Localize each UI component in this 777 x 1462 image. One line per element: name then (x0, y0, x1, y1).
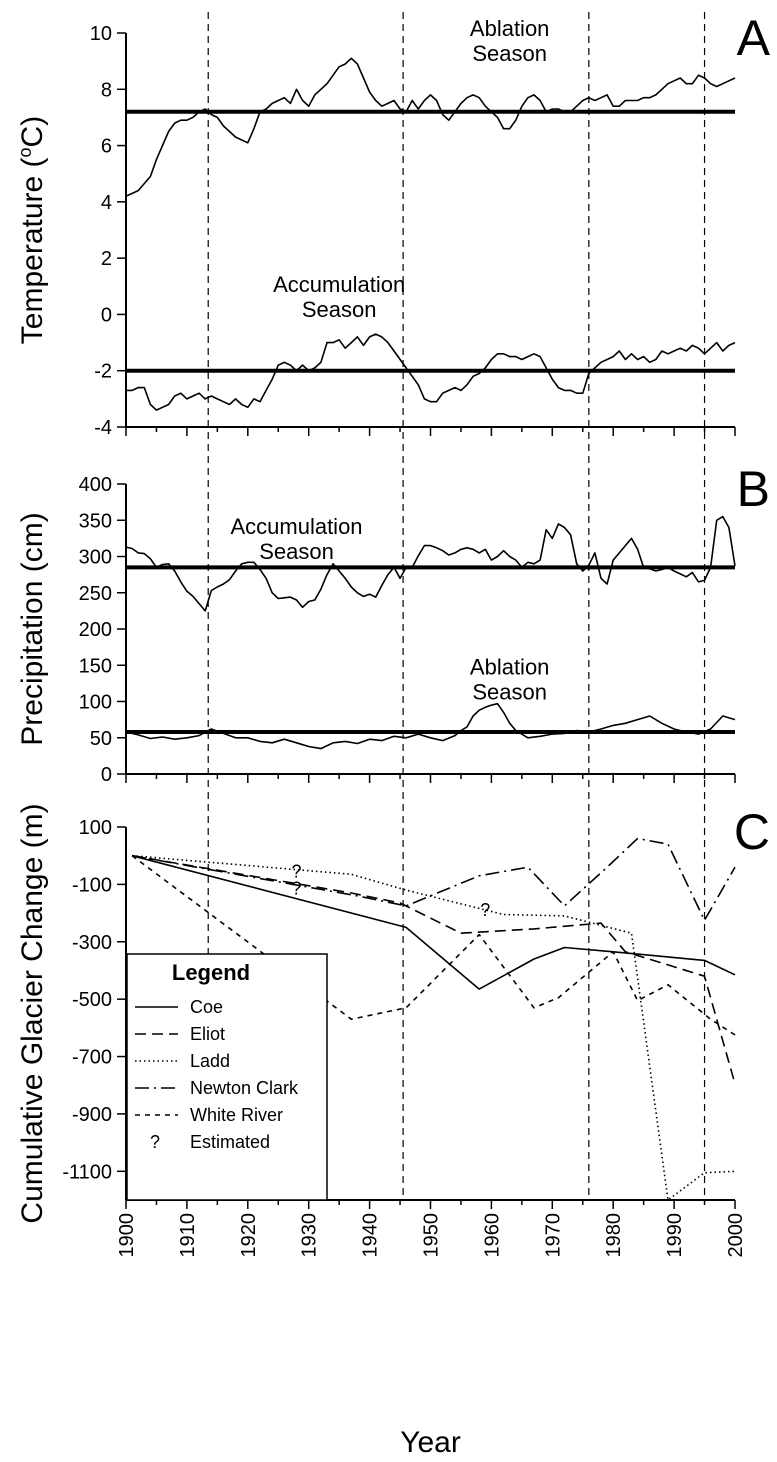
x-tick-label: 1900 (116, 1213, 138, 1258)
estimated-marker: ? (292, 861, 302, 881)
x-tick-label: 1960 (481, 1213, 503, 1258)
series-line-coe (131, 854, 736, 990)
legend-entry: White River (190, 1105, 283, 1125)
legend-swatch-estimated: ? (150, 1132, 160, 1152)
season-annotation-line: Accumulation (230, 514, 362, 539)
y-axis-title: Temperature (oC) (15, 116, 49, 344)
y-axis-title: Precipitation (cm) (16, 512, 49, 745)
y-tick-label: -4 (94, 417, 112, 439)
estimated-marker: ? (480, 900, 490, 920)
x-tick-label: 1990 (664, 1213, 686, 1258)
y-axis-title-sup: o (15, 147, 35, 157)
y-tick-label: -2 (94, 361, 112, 383)
y-tick-label: 300 (79, 547, 112, 569)
y-tick-label: 250 (79, 583, 112, 605)
panel-letter: C (734, 804, 770, 860)
x-tick-label: 1940 (360, 1213, 382, 1258)
series-line-ladd (132, 854, 736, 1201)
y-axis-title: Cumulative Glacier Change (m) (16, 803, 49, 1223)
legend-entry: Newton Clark (190, 1078, 299, 1098)
y-axis-title-main: Temperature ( (16, 157, 49, 344)
y-tick-label: -900 (72, 1104, 112, 1126)
x-axis-title: Year (400, 1426, 461, 1459)
season-annotation-line: Accumulation (273, 272, 405, 297)
series-line-accumulation-season (126, 333, 736, 411)
y-tick-label: 200 (79, 619, 112, 641)
panel-b-precipitation: 0 50 100 150 200 250 300 350 400 Precipitation (c… (16, 461, 770, 786)
x-tick-label: 2000 (725, 1213, 747, 1258)
y-tick-label: 0 (101, 764, 112, 786)
y-tick-label: 100 (79, 692, 112, 714)
legend-entry: Coe (190, 997, 223, 1017)
y-tick-label: 100 (79, 817, 112, 839)
y-tick-label: 150 (79, 655, 112, 677)
y-axis-title-unit: C) (16, 116, 49, 148)
legend-entry: Estimated (190, 1132, 270, 1152)
season-annotation-line: Season (259, 539, 334, 564)
y-tick-label: 2 (101, 248, 112, 270)
season-annotation: Ablation Season (470, 16, 550, 66)
panel-letter: B (737, 461, 770, 517)
y-tick-label: 50 (90, 728, 112, 750)
legend-box (126, 953, 328, 1201)
season-annotation: Accumulation Season (273, 272, 405, 322)
x-tick-label: 1970 (542, 1213, 564, 1258)
legend-entry: Eliot (190, 1024, 225, 1044)
x-tick-label: 1930 (299, 1213, 321, 1258)
season-annotation-line: Ablation (470, 16, 550, 41)
x-axis: 1900 1910 1920 1930 1940 1950 1960 1970 1980 1990… (116, 1213, 747, 1459)
season-annotation: Ablation Season (470, 655, 550, 705)
x-tick-label: 1950 (421, 1213, 443, 1258)
y-tick-label: 350 (79, 510, 112, 532)
panel-letter: A (737, 10, 771, 66)
y-tick-label: -100 (72, 874, 112, 896)
y-tick-label: -500 (72, 989, 112, 1011)
series-line-eliot (131, 854, 736, 1085)
y-tick-label: 6 (101, 136, 112, 158)
legend-entry: Ladd (190, 1051, 230, 1071)
y-tick-label: 10 (90, 23, 112, 45)
series-line-newton-clark (131, 837, 736, 922)
series-line-accumulation-season (125, 515, 736, 612)
y-tick-label: -300 (72, 932, 112, 954)
series-line-ablation-season (125, 702, 736, 750)
y-tick-label: 0 (101, 304, 112, 326)
y-tick-label: -700 (72, 1047, 112, 1069)
series-line-white-river (131, 855, 736, 1036)
season-annotation: Accumulation Season (230, 514, 362, 564)
x-tick-label: 1980 (603, 1213, 625, 1258)
y-tick-label: -1100 (62, 1161, 112, 1183)
x-tick-label: 1910 (177, 1213, 199, 1258)
season-annotation-line: Season (302, 297, 377, 322)
season-annotation-line: Ablation (470, 655, 550, 680)
y-tick-label: 4 (101, 192, 112, 214)
legend-title: Legend (172, 960, 250, 985)
x-tick-label: 1920 (238, 1213, 260, 1258)
y-tick-label: 400 (79, 474, 112, 496)
season-annotation-line: Season (472, 41, 547, 66)
season-annotation-line: Season (472, 680, 547, 705)
y-tick-label: 8 (101, 79, 112, 101)
series-line-ablation-season (125, 57, 736, 197)
panel-c-glacier-change: 100 -100 -300 -500 -700 -900 -1100 Cumulative G… (16, 803, 770, 1223)
estimated-marker: ? (292, 879, 302, 899)
